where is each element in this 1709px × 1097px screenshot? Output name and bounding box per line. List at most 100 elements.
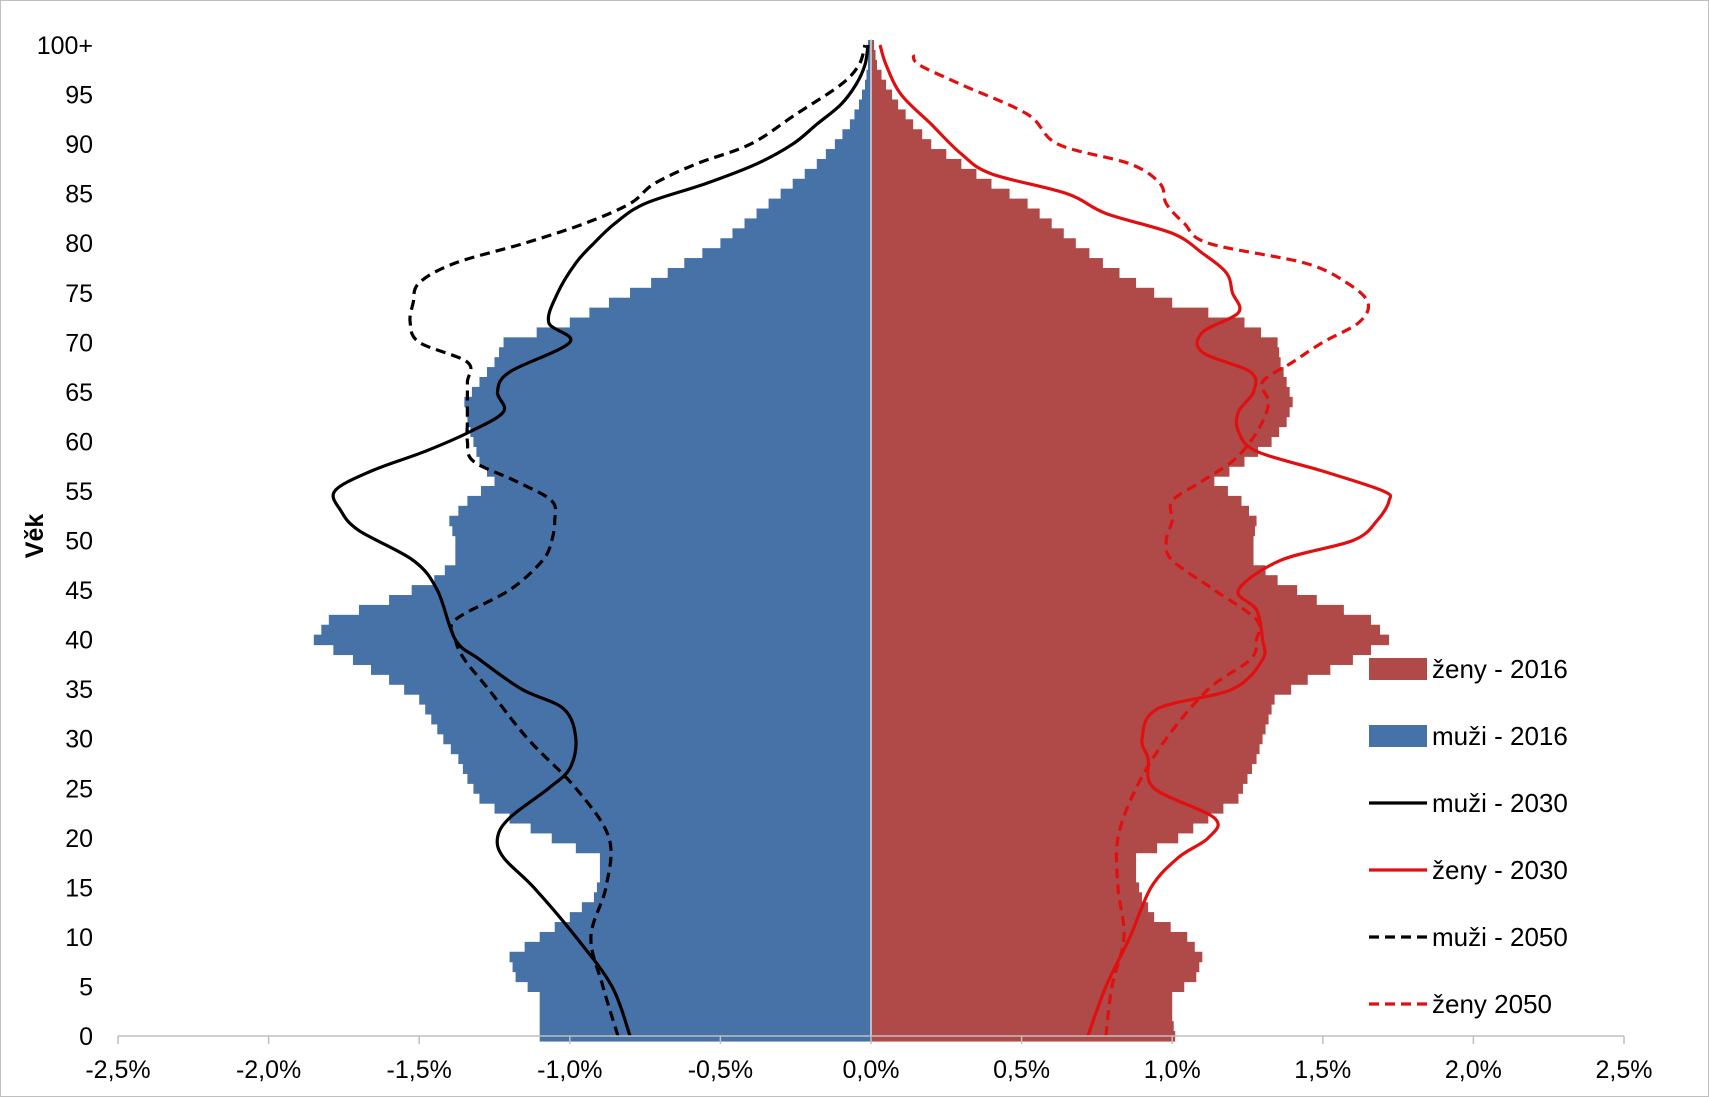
bar-left-age-19: [575, 842, 871, 854]
bar-left-age-43: [358, 604, 872, 616]
bar-right-age-12: [871, 912, 1155, 923]
bar-left-age-33: [425, 704, 871, 715]
bar-left-age-67: [486, 367, 871, 378]
bar-left-age-68: [494, 357, 871, 368]
bar-right-age-84: [871, 198, 1028, 210]
x-tick-label: 1,5%: [1294, 1056, 1351, 1084]
legend-label-4: muži - 2050: [1432, 922, 1568, 952]
bar-right-age-62: [871, 416, 1287, 428]
bar-left-age-17: [599, 862, 871, 874]
bar-left-age-97: [866, 69, 871, 81]
bar-left-age-37: [371, 664, 871, 675]
bar-left-age-30: [443, 733, 871, 745]
bar-left-age-4: [539, 991, 871, 1002]
y-tick-label: 80: [65, 230, 93, 258]
bar-right-age-32: [871, 713, 1269, 725]
bar-left-age-7: [512, 961, 871, 973]
bar-right-age-14: [871, 892, 1143, 903]
bar-right-age-28: [871, 753, 1257, 765]
bar-left-age-22: [509, 813, 871, 824]
bar-right-age-44: [871, 595, 1317, 606]
bar-left-age-2: [539, 1011, 871, 1022]
bar-left-age-95: [861, 89, 871, 101]
bar-right-age-21: [871, 822, 1194, 834]
bar-left-age-58: [479, 456, 871, 467]
bar-left-age-36: [389, 674, 871, 685]
bar-left-age-69: [499, 347, 871, 358]
y-tick-label: 0: [79, 1023, 93, 1051]
bar-left-age-84: [768, 198, 871, 210]
bar-right-age-42: [871, 614, 1371, 626]
bar-left-age-8: [509, 951, 871, 963]
bar-left-age-63: [465, 406, 871, 418]
bar-right-age-86: [871, 178, 992, 190]
line--eny-2050: [911, 54, 1371, 1037]
bar-right-age-19: [871, 842, 1158, 854]
x-tick-label: -2,5%: [85, 1056, 150, 1084]
bar-left-age-85: [780, 188, 871, 200]
bar-left-age-49: [455, 545, 871, 556]
x-tick-label: -1,0%: [537, 1056, 602, 1084]
bar-left-age-25: [473, 783, 871, 794]
bar-right-age-37: [871, 664, 1331, 675]
bar-left-age-81: [732, 228, 871, 239]
bar-left-age-83: [756, 208, 871, 220]
bar-left-age-40: [313, 634, 871, 646]
bar-right-age-45: [871, 585, 1298, 596]
bar-left-age-55: [480, 485, 871, 497]
legend-label-3: ženy - 2030: [1432, 855, 1568, 885]
bar-right-age-92: [871, 119, 914, 130]
bar-left-age-66: [479, 376, 871, 388]
bar-left-age-89: [825, 149, 871, 160]
x-tick-label: 0,5%: [993, 1056, 1050, 1084]
legend-swatch-0: [1369, 658, 1427, 680]
bar-right-age-77: [871, 267, 1120, 279]
bar-right-age-88: [871, 158, 962, 170]
bar-right-age-35: [871, 684, 1292, 695]
bar-left-age-82: [744, 218, 871, 229]
line--eny-2030: [878, 44, 1393, 1037]
bar-right-age-81: [871, 228, 1064, 239]
ticks-layer: -2,5% -2,0% -1,5% -1,0% -0,5% 0,0% 0,5% 1,0% 1,5…: [37, 32, 1653, 1084]
bar-right-age-82: [871, 218, 1052, 229]
bar-right-age-79: [871, 248, 1090, 259]
bar-left-age-75: [630, 287, 871, 299]
bar-left-age-91: [842, 129, 871, 140]
bar-right-age-63: [871, 406, 1290, 418]
bar-right-age-100: [871, 40, 875, 51]
bar-right-age-11: [871, 922, 1171, 933]
bar-left-age-86: [792, 178, 871, 190]
bar-left-age-87: [804, 168, 871, 180]
bar-right-age-85: [871, 188, 1010, 200]
bar-right-age-98: [871, 59, 878, 71]
x-tick-label: -1,5%: [387, 1056, 452, 1084]
bar-right-age-20: [871, 832, 1179, 844]
bar-left-age-31: [437, 723, 871, 735]
bar-left-age-44: [389, 595, 871, 606]
bar-left-age-45: [411, 585, 871, 596]
bar-left-age-62: [467, 416, 871, 428]
bar-right-age-29: [871, 743, 1260, 755]
bar-right-age-33: [871, 704, 1272, 715]
bar-right-age-17: [871, 862, 1137, 874]
bar-left-age-26: [467, 773, 871, 784]
bar-left-age-65: [471, 386, 871, 398]
y-tick-label: 100+: [37, 32, 93, 60]
x-tick-label: 2,0%: [1445, 1056, 1502, 1084]
bar-right-age-67: [871, 367, 1284, 378]
bar-left-age-56: [494, 476, 871, 487]
bar-right-age-68: [871, 357, 1281, 368]
bar-right-age-22: [871, 813, 1209, 824]
bar-right-age-87: [871, 168, 977, 180]
bar-left-age-71: [536, 327, 871, 338]
bar-left-age-15: [596, 882, 871, 893]
bar-right-age-49: [871, 545, 1254, 556]
bar-left-age-18: [599, 852, 871, 864]
axes-layer: [117, 39, 1625, 1044]
bar-right-age-10: [871, 931, 1188, 943]
y-tick-label: 50: [65, 528, 93, 556]
bar-left-age-72: [569, 317, 871, 329]
bar-left-age-16: [599, 872, 871, 883]
legend-label-0: ženy - 2016: [1432, 654, 1568, 684]
bar-left-age-47: [444, 565, 871, 576]
